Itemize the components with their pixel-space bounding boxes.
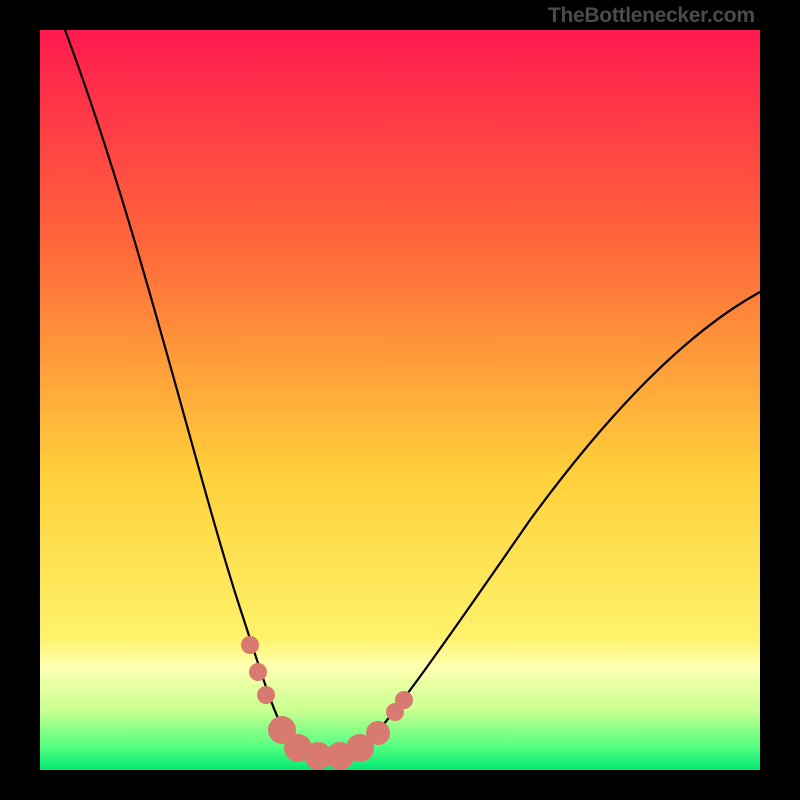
marker-point: [257, 686, 275, 704]
marker-point: [249, 663, 267, 681]
marker-point: [395, 691, 413, 709]
watermark: TheBottlenecker.com: [548, 4, 755, 28]
chart-container: { "canvas": { "width": 800, "height": 80…: [0, 0, 800, 800]
marker-point: [366, 721, 390, 745]
marker-point: [241, 636, 259, 654]
marker-layer: [0, 0, 800, 800]
